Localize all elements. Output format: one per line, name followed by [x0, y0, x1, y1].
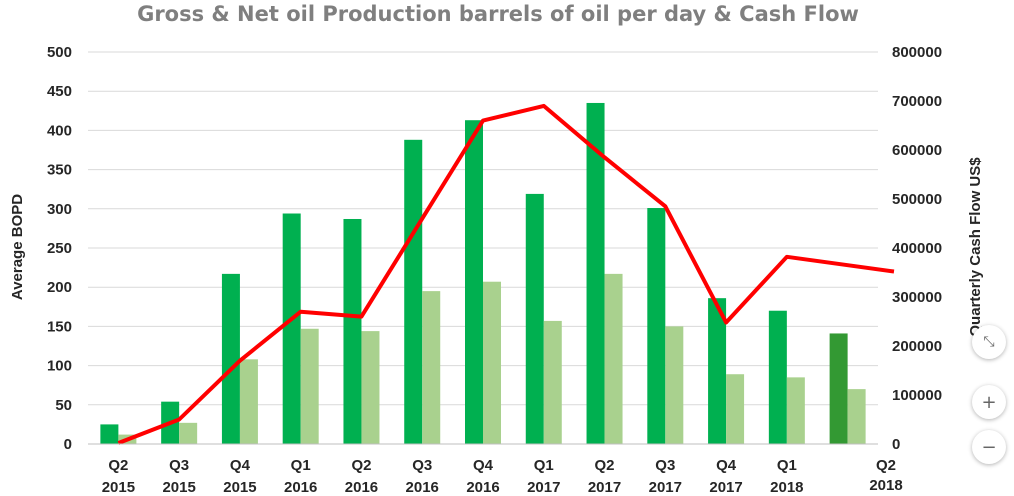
x-tick-label: 2017 — [527, 479, 560, 496]
net-bar — [300, 328, 319, 444]
y2-tick-label: 0 — [892, 436, 900, 453]
y2-tick-label: 400000 — [892, 240, 942, 257]
x-tick-label: Q3 — [655, 457, 675, 474]
x-tick-label: Q2 — [351, 457, 371, 474]
gross-bar — [465, 120, 483, 444]
x-tick-label: 2018 — [869, 477, 902, 494]
y2-tick-label: 300000 — [892, 289, 942, 306]
y2-tick-label: 100000 — [892, 387, 942, 404]
y-tick-label: 450 — [47, 83, 72, 100]
y-tick-label: 200 — [47, 279, 72, 296]
gross-bar — [282, 213, 301, 444]
net-bar — [179, 422, 198, 444]
net-bar — [665, 326, 684, 444]
y2-tick-label: 500000 — [892, 191, 942, 208]
x-tick-label: 2018 — [770, 479, 803, 496]
gross-bar — [586, 102, 605, 445]
x-tick-label: 2015 — [223, 479, 256, 496]
gross-bar — [708, 298, 727, 444]
y2-tick-label: 600000 — [892, 142, 942, 159]
net-bar — [422, 291, 441, 444]
x-tick-label: Q4 — [716, 457, 737, 474]
x-tick-label: 2016 — [345, 479, 378, 496]
y-tick-label: 400 — [47, 122, 72, 139]
x-tick-label: 2015 — [102, 479, 135, 496]
x-tick-label: Q1 — [291, 457, 311, 474]
gross-bar — [343, 218, 362, 444]
fit-view-icon: ⤡ — [983, 334, 995, 350]
y-tick-label: 500 — [47, 44, 72, 61]
x-axis: Q2 2015 Q3 2015 Q4 2015 Q1 2016 Q2 2016 Q3 2016 Q4 20… — [88, 443, 903, 496]
x-tick-label: 2016 — [466, 479, 499, 496]
gross-bar — [525, 193, 544, 444]
y-tick-label: 50 — [55, 397, 72, 414]
x-tick-label: 2017 — [649, 479, 682, 496]
gross-bar — [221, 273, 240, 444]
gross-bar — [647, 208, 666, 444]
y2-tick-label: 800000 — [892, 44, 942, 61]
x-tick-label: Q1 — [534, 457, 554, 474]
y2-tick-label: 200000 — [892, 338, 942, 355]
net-bar — [543, 320, 562, 444]
x-tick-label: Q2 — [876, 457, 896, 474]
zoom-in-icon: + — [981, 391, 997, 413]
gross-bar — [404, 139, 423, 445]
fit-view-button[interactable]: ⤡ — [972, 325, 1006, 359]
net-bar — [239, 359, 258, 444]
y-tick-label: 300 — [47, 201, 72, 218]
x-tick-label: 2017 — [709, 479, 742, 496]
x-tick-label: Q2 — [595, 457, 615, 474]
gross-bar — [829, 333, 848, 444]
chart-title: Gross & Net oil Production barrels of oi… — [137, 2, 859, 26]
y-tick-label: 350 — [47, 162, 72, 179]
y-axis-right: 0 100000 200000 300000 400000 500000 600000 700… — [892, 44, 942, 453]
net-bar — [483, 281, 501, 444]
cash-flow-line — [117, 103, 895, 445]
cash-flow-series — [117, 103, 895, 445]
y-tick-label: 100 — [47, 358, 72, 375]
x-tick-label: Q4 — [230, 457, 251, 474]
x-tick-label: Q3 — [169, 457, 189, 474]
x-tick-label: Q4 — [473, 457, 494, 474]
y-tick-label: 250 — [47, 240, 72, 257]
x-tick-label: 2017 — [588, 479, 621, 496]
net-bar — [361, 331, 380, 444]
y-tick-label: 150 — [47, 318, 72, 335]
x-tick-label: Q1 — [777, 457, 797, 474]
net-bar — [604, 273, 623, 444]
net-bar — [726, 374, 745, 444]
zoom-out-button[interactable]: − — [972, 430, 1006, 464]
x-tick-label: 2016 — [284, 479, 317, 496]
y-axis-left: 0 50 100 150 200 250 300 350 400 450 500 — [47, 44, 72, 453]
x-tick-label: 2015 — [162, 479, 195, 496]
net-bar — [786, 377, 805, 444]
y-axis-label-right: Quarterly Cash Flow US$ — [967, 157, 984, 337]
x-tick-label: 2016 — [406, 479, 439, 496]
y-tick-label: 0 — [64, 436, 72, 453]
net-bar — [847, 389, 866, 444]
zoom-out-icon: − — [981, 436, 997, 458]
bar-series — [100, 102, 866, 445]
gross-bar — [100, 424, 119, 444]
x-tick-label: Q3 — [412, 457, 432, 474]
zoom-in-button[interactable]: + — [972, 385, 1006, 419]
gross-bar — [768, 310, 787, 444]
y-axis-label-left: Average BOPD — [9, 194, 26, 300]
x-tick-label: Q2 — [108, 457, 128, 474]
y2-tick-label: 700000 — [892, 93, 942, 110]
